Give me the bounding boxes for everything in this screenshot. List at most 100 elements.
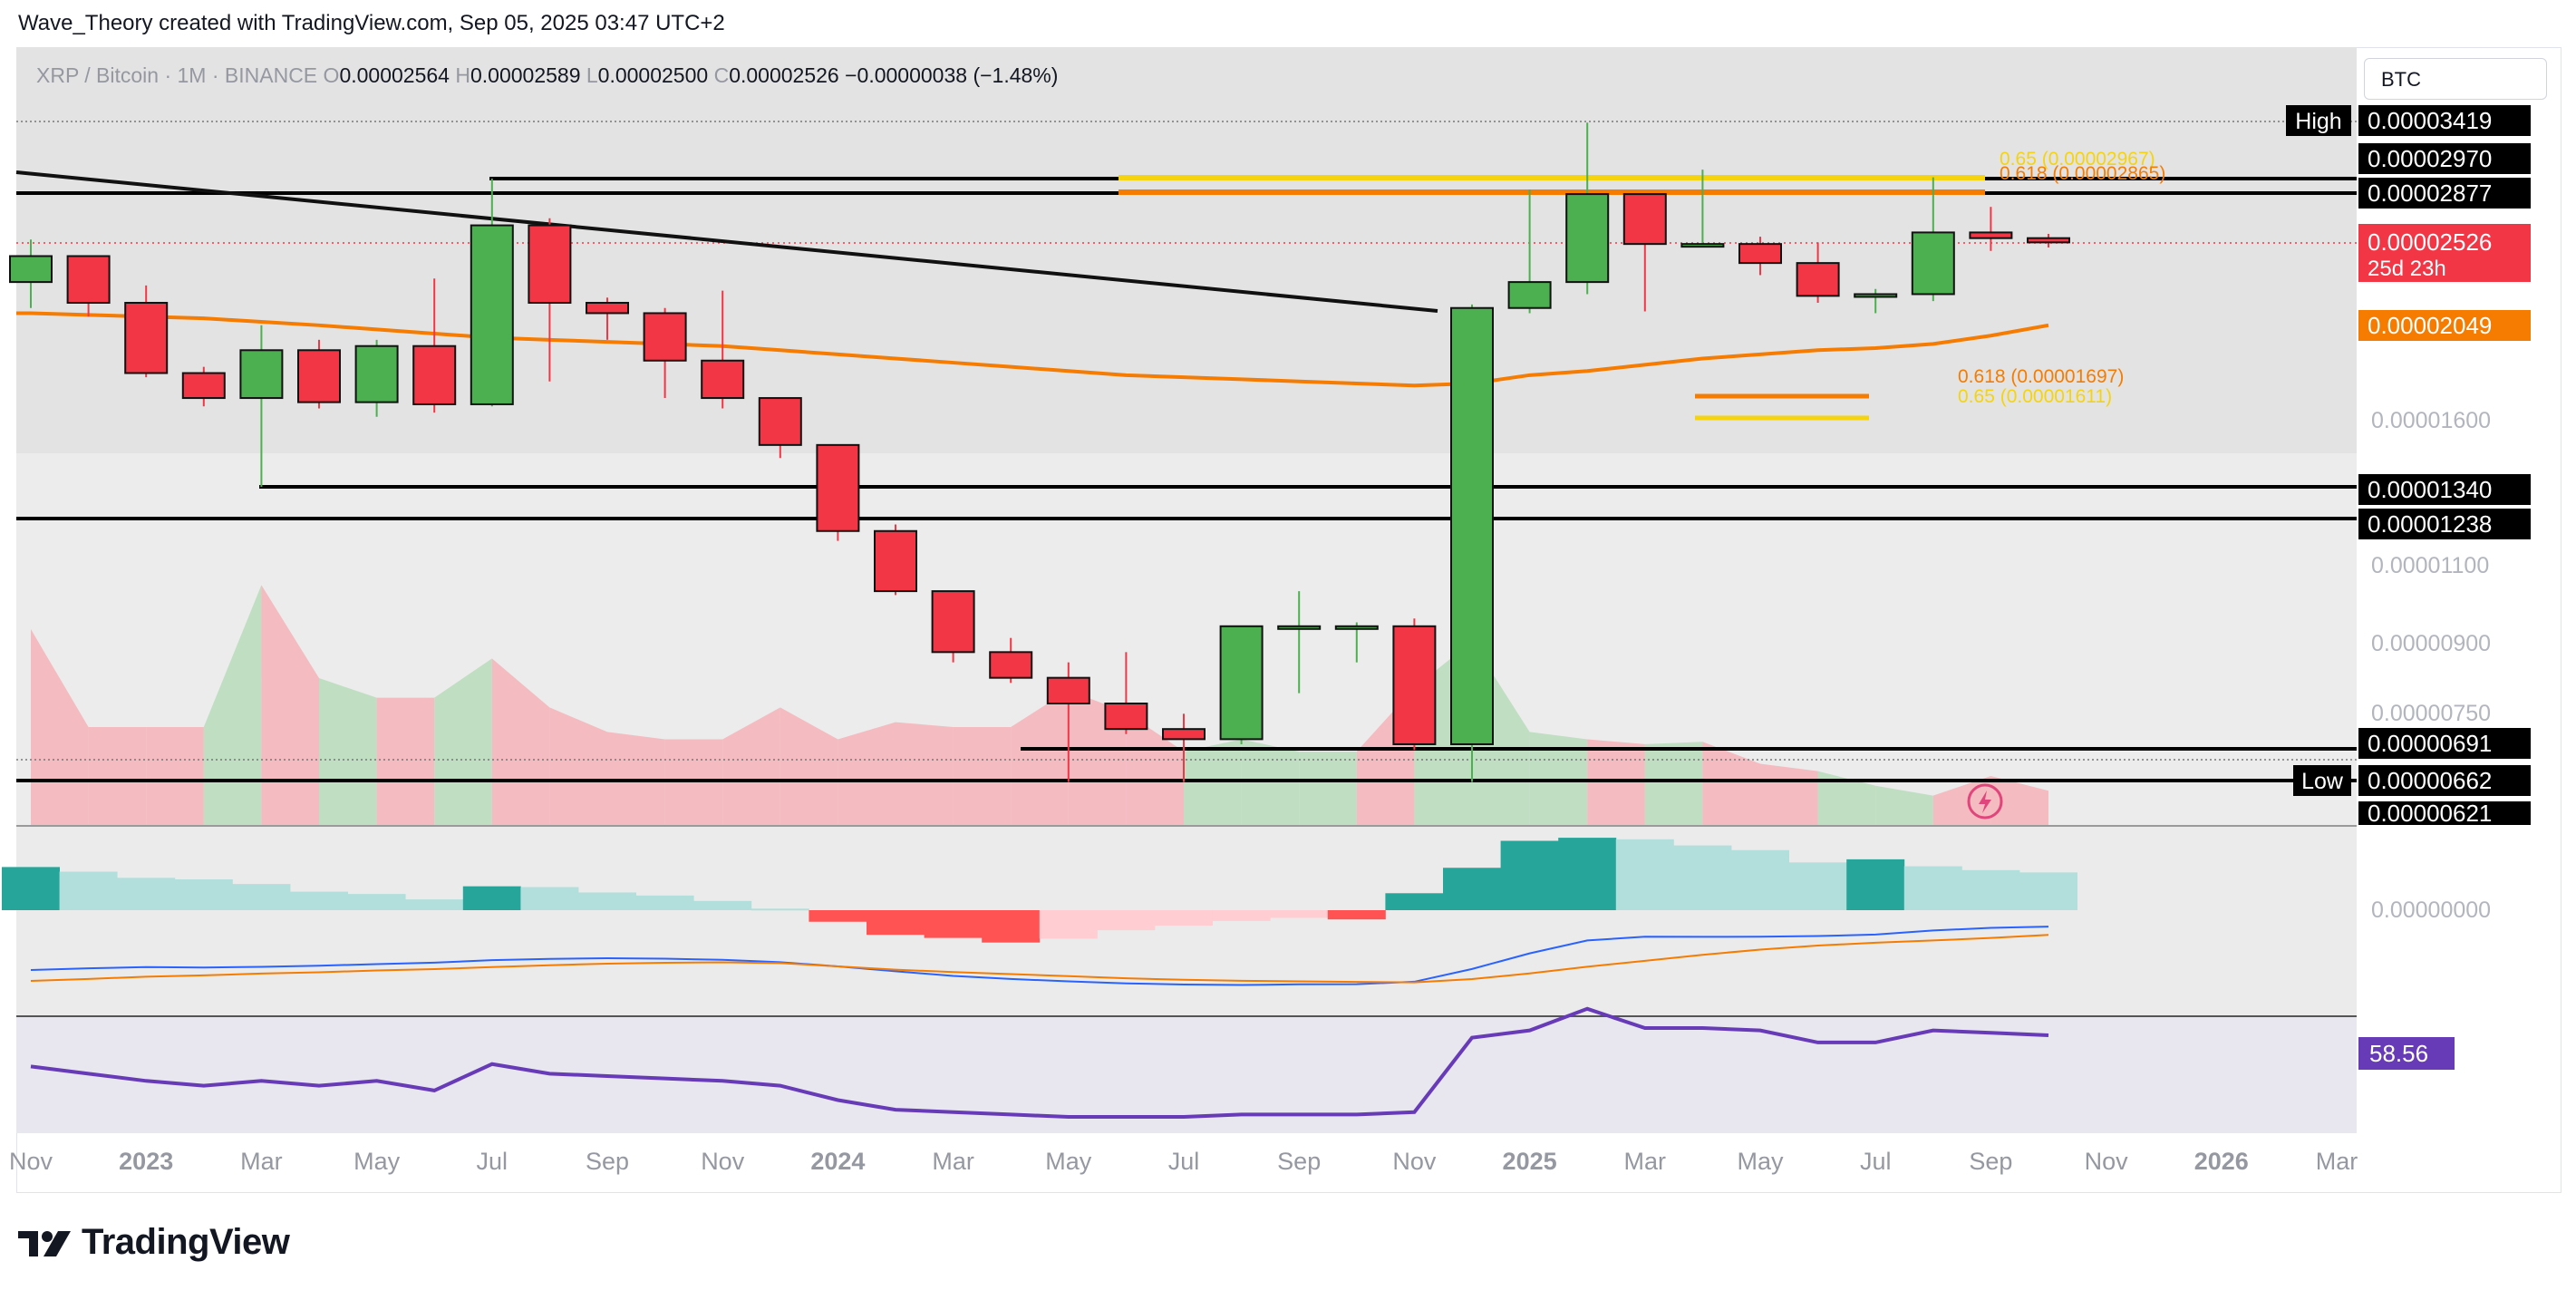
tradingview-logo[interactable]: TradingView: [18, 1222, 290, 1263]
candle-body[interactable]: [1450, 306, 1494, 745]
candle-body[interactable]: [989, 651, 1033, 679]
macd-histogram-bar: [1443, 868, 1501, 910]
candle-body[interactable]: [9, 255, 53, 284]
candle-body[interactable]: [1565, 193, 1610, 284]
symbol-legend[interactable]: XRP / Bitcoin · 1M · BINANCE O0.00002564…: [36, 63, 1058, 88]
macd-layer: [2, 838, 2077, 986]
candle-body[interactable]: [1680, 243, 1725, 248]
currency-select[interactable]: BTC: [2364, 58, 2547, 100]
candle-body[interactable]: [1334, 625, 1379, 630]
time-axis-label: Sep: [1969, 1148, 2012, 1175]
macd-histogram-bar: [405, 899, 464, 910]
candle-body[interactable]: [1738, 243, 1782, 265]
volume-area-segment: [1760, 763, 1818, 825]
candle-body[interactable]: [528, 224, 572, 305]
volume-area-segment: [838, 722, 896, 825]
candle-body[interactable]: [1969, 231, 2013, 239]
level-1340-value: 0.00001340: [2368, 476, 2492, 503]
volume-area-segment: [1990, 776, 2048, 825]
candle-body[interactable]: [816, 443, 860, 532]
volume-area-segment: [261, 585, 319, 825]
low-label-badge: [2293, 765, 2351, 796]
symbol-name[interactable]: XRP / Bitcoin · 1M · BINANCE: [36, 63, 318, 87]
volume-area-segment: [31, 629, 89, 825]
time-axis[interactable]: Nov 2023 Mar May Jul Sep Nov 2024 Mar May Jul Sep No…: [9, 1148, 2358, 1175]
macd-histogram-bar: [1385, 893, 1444, 910]
price-tick: 0.00000750: [2371, 701, 2491, 726]
candle-body[interactable]: [1162, 728, 1206, 741]
rsi-line[interactable]: [30, 1006, 2049, 1120]
candle-body[interactable]: [1507, 281, 1552, 309]
open-label: O: [323, 63, 340, 87]
time-axis-label: Jul: [477, 1148, 508, 1175]
level-2970-badge: [2358, 143, 2531, 174]
macd-signal-line[interactable]: [30, 934, 2049, 984]
candle-body[interactable]: [701, 359, 745, 400]
volume-area-segment: [1126, 712, 1184, 825]
candle-body[interactable]: [124, 302, 169, 374]
level-0621-badge: [2358, 801, 2531, 825]
candle-body[interactable]: [1854, 293, 1898, 298]
candle-body[interactable]: [643, 312, 687, 362]
candle-body[interactable]: [181, 372, 226, 400]
time-axis-label: May: [353, 1148, 401, 1175]
price-scale[interactable]: 0.00001600 0.00001100 0.00000900 0.00000…: [2371, 408, 2491, 923]
volume-area-segment: [319, 678, 377, 825]
descending-trendline[interactable]: [15, 170, 1438, 313]
tradingview-logo-text: TradingView: [82, 1222, 290, 1262]
high-label: H: [455, 63, 470, 87]
level-0691-badge: [2358, 728, 2531, 759]
candle-body[interactable]: [874, 529, 917, 593]
open-value: 0.00002564: [339, 63, 450, 87]
candle-body[interactable]: [66, 255, 111, 305]
time-axis-label: Sep: [586, 1148, 629, 1175]
candle-body[interactable]: [1796, 262, 1840, 297]
candle-body[interactable]: [297, 349, 341, 403]
volume-area-segment: [722, 707, 780, 825]
fib-lower-065-label: 0.65 (0.00001611): [1958, 386, 2112, 407]
macd-histogram-bar: [924, 910, 983, 938]
candle-body[interactable]: [470, 224, 514, 405]
volume-area-segment: [549, 707, 607, 825]
macd-histogram-bar: [2019, 872, 2077, 910]
trendline-layer: [15, 170, 1438, 313]
candle-body[interactable]: [239, 349, 284, 400]
candle-body[interactable]: [758, 397, 802, 446]
level-1340-badge: [2358, 474, 2531, 505]
candle-body[interactable]: [1277, 625, 1322, 630]
macd-histogram-bar: [635, 895, 694, 910]
macd-histogram-bar: [1673, 845, 1732, 910]
candle-body[interactable]: [1104, 703, 1148, 731]
close-value: 0.00002526: [729, 63, 839, 87]
candle-body[interactable]: [1392, 625, 1437, 745]
candle-body[interactable]: [586, 302, 629, 315]
time-axis-label: Mar: [932, 1148, 974, 1175]
volume-area-segment: [1817, 771, 1876, 825]
candle-body[interactable]: [1622, 193, 1667, 246]
moving-average-line[interactable]: [16, 311, 2049, 388]
candle-body[interactable]: [1911, 231, 1955, 296]
level-0691-value: 0.00000691: [2368, 730, 2492, 757]
volume-area-segment: [491, 658, 550, 825]
volume-area-segment: [1875, 785, 1933, 825]
low-label: Low: [2301, 769, 2344, 794]
last-price-value: 0.00002526: [2368, 228, 2492, 256]
candle-body[interactable]: [354, 344, 399, 403]
level-2877-value: 0.00002877: [2368, 179, 2492, 207]
candle-body[interactable]: [931, 590, 975, 654]
fib-layer: [1119, 175, 1985, 421]
macd-histogram-bar: [1327, 910, 1386, 920]
candle-body[interactable]: [1046, 676, 1090, 705]
candle-body[interactable]: [412, 344, 457, 405]
macd-histogram-bar: [693, 900, 752, 910]
candle-body[interactable]: [1219, 625, 1264, 741]
alert-icon[interactable]: [1967, 783, 2003, 820]
volume-area-segment: [896, 722, 954, 825]
macd-histogram-bar: [1846, 859, 1905, 910]
macd-histogram-bar: [1615, 839, 1674, 910]
time-axis-label: Mar: [2316, 1148, 2358, 1175]
level-1238-badge: [2358, 509, 2531, 539]
macd-line[interactable]: [30, 926, 2049, 986]
candle-body[interactable]: [2027, 237, 2070, 244]
